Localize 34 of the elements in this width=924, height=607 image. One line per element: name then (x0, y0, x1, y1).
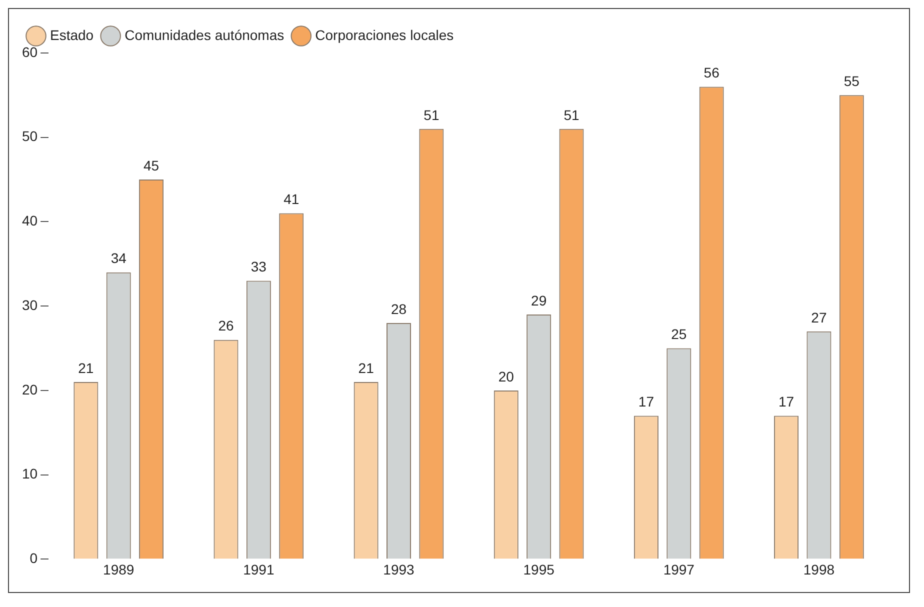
data-label: 51 (564, 106, 580, 123)
x-tick-label: 1989 (103, 561, 134, 578)
data-label: 17 (638, 394, 654, 410)
legend-label: Comunidades autónomas (124, 26, 284, 43)
data-label: 21 (78, 360, 94, 376)
data-label: 28 (390, 300, 407, 317)
y-tick-label: 60 (22, 44, 38, 60)
legend-label: Estado (50, 26, 94, 43)
x-tick-label: 1993 (383, 561, 415, 578)
data-label: 51 (424, 106, 440, 123)
y-tick-label: 50 (22, 128, 38, 144)
x-tick-label: 1997 (663, 561, 695, 578)
y-tick-label: 40 (22, 212, 38, 229)
data-label: 27 (811, 309, 827, 326)
y-tick-label: 20 (22, 381, 38, 398)
y-tick-label: 10 (22, 466, 38, 482)
data-label: 20 (498, 368, 514, 384)
x-tick-label: 1998 (803, 561, 835, 578)
data-label: 33 (250, 258, 267, 275)
legend-label: Corporaciones locales (315, 26, 454, 43)
data-label: 29 (531, 292, 547, 308)
y-tick-label: 0 (30, 550, 38, 566)
data-label: 55 (844, 73, 860, 90)
data-label: 26 (218, 318, 234, 334)
x-tick-label: 1995 (523, 561, 555, 578)
data-label: 45 (144, 157, 160, 174)
data-label: 41 (284, 191, 300, 208)
y-tick-label: 30 (22, 296, 38, 313)
data-label: 21 (358, 360, 374, 376)
data-label: 25 (671, 326, 687, 342)
data-label: 17 (778, 394, 794, 410)
data-label: 56 (704, 64, 720, 81)
data-label: 34 (110, 250, 127, 266)
x-tick-label: 1991 (243, 561, 274, 578)
